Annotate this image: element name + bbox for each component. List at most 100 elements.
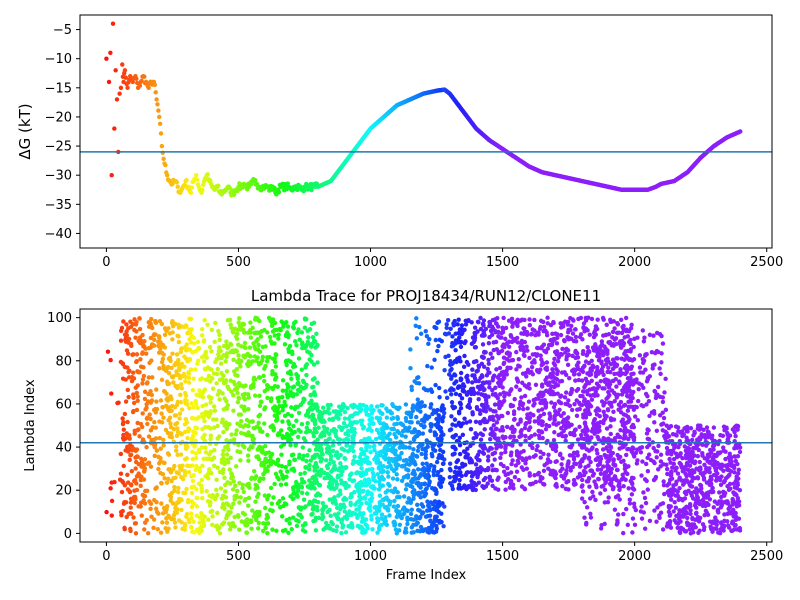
- lambda-point: [588, 459, 593, 465]
- lambda-point: [188, 367, 194, 372]
- lambda-point: [528, 332, 534, 337]
- lambda-point: [235, 421, 240, 426]
- lambda-point: [241, 395, 246, 400]
- lambda-point: [242, 340, 248, 346]
- lambda-point: [305, 408, 311, 413]
- lambda-point: [239, 383, 244, 388]
- lambda-point: [262, 406, 267, 412]
- lambda-point: [432, 464, 437, 469]
- lambda-point: [518, 344, 523, 350]
- lambda-point: [234, 385, 240, 391]
- lambda-point: [614, 395, 619, 400]
- lambda-point: [245, 453, 251, 458]
- lambda-point: [208, 411, 213, 416]
- lambda-point: [312, 376, 317, 381]
- lambda-point: [256, 526, 261, 531]
- lambda-point: [280, 434, 285, 439]
- lambda-point: [472, 373, 477, 378]
- lambda-point: [503, 487, 508, 492]
- lambda-point: [166, 407, 171, 412]
- lambda-point: [324, 409, 329, 415]
- lambda-point: [411, 517, 416, 522]
- lambda-point: [126, 369, 131, 375]
- lambda-point: [527, 317, 532, 322]
- lambda-point: [169, 490, 175, 496]
- lambda-point: [458, 370, 464, 376]
- lambda-point: [226, 521, 232, 526]
- free-energy-point: [156, 108, 161, 113]
- lambda-point: [234, 367, 240, 372]
- lambda-point: [412, 379, 417, 384]
- lambda-point: [334, 528, 339, 534]
- lambda-point: [348, 422, 353, 428]
- lambda-point: [209, 327, 215, 333]
- lambda-point: [226, 510, 231, 515]
- lambda-point: [379, 469, 385, 475]
- lambda-point: [227, 317, 233, 323]
- free-energy-point: [113, 68, 118, 73]
- lambda-point: [506, 392, 512, 397]
- lambda-point: [246, 481, 252, 487]
- lambda-point: [506, 344, 512, 349]
- lambda-point: [125, 419, 130, 425]
- lambda-point: [319, 414, 324, 419]
- lambda-point: [346, 523, 351, 529]
- lambda-point: [215, 366, 221, 372]
- lambda-point: [140, 424, 145, 430]
- lambda-point: [434, 459, 440, 465]
- lambda-point: [156, 466, 161, 472]
- lambda-point: [569, 422, 574, 427]
- lambda-point: [175, 507, 180, 512]
- lambda-point: [309, 398, 314, 403]
- lambda-point: [448, 468, 453, 473]
- lambda-point: [137, 434, 142, 439]
- lambda-point: [156, 350, 162, 355]
- lambda-point: [195, 358, 201, 364]
- lambda-point: [361, 426, 366, 431]
- lambda-point: [306, 467, 312, 472]
- lambda-point: [139, 456, 144, 462]
- lambda-point: [343, 530, 349, 535]
- lambda-point: [262, 327, 267, 333]
- lambda-point: [493, 328, 498, 334]
- lambda-point: [289, 452, 295, 458]
- lambda-point: [404, 530, 409, 535]
- lambda-point: [408, 414, 414, 420]
- lambda-point: [152, 337, 157, 342]
- lambda-point: [349, 521, 354, 526]
- lambda-point: [619, 317, 624, 323]
- lambda-point: [485, 458, 491, 463]
- lambda-point: [566, 487, 571, 492]
- free-energy-point: [152, 82, 158, 88]
- lambda-point: [405, 521, 410, 527]
- lambda-point: [414, 336, 420, 341]
- lambda-point: [247, 419, 252, 424]
- lambda-point: [132, 500, 137, 506]
- lambda-point: [218, 486, 224, 491]
- lambda-point: [221, 343, 227, 349]
- lambda-point: [410, 484, 415, 490]
- lambda-point: [232, 514, 237, 520]
- lambda-point: [431, 447, 436, 452]
- lambda-point: [231, 357, 236, 363]
- lambda-point: [600, 315, 606, 321]
- lambda-point: [286, 530, 291, 536]
- lambda-point: [385, 425, 390, 430]
- lambda-point: [336, 474, 341, 479]
- lambda-point: [184, 402, 190, 407]
- lambda-point: [579, 402, 585, 408]
- lambda-point: [358, 479, 364, 485]
- free-energy-point: [120, 62, 125, 67]
- lambda-point: [120, 478, 125, 484]
- lambda-point: [394, 472, 399, 477]
- lambda-point: [119, 513, 124, 518]
- lambda-point: [282, 342, 288, 347]
- lambda-point: [373, 504, 378, 510]
- lambda-point: [331, 426, 337, 432]
- lambda-point: [411, 496, 416, 501]
- lambda-point: [344, 424, 349, 429]
- lambda-point: [512, 474, 518, 480]
- lambda-point: [389, 416, 394, 421]
- lambda-point: [392, 520, 398, 526]
- lambda-point: [151, 407, 157, 413]
